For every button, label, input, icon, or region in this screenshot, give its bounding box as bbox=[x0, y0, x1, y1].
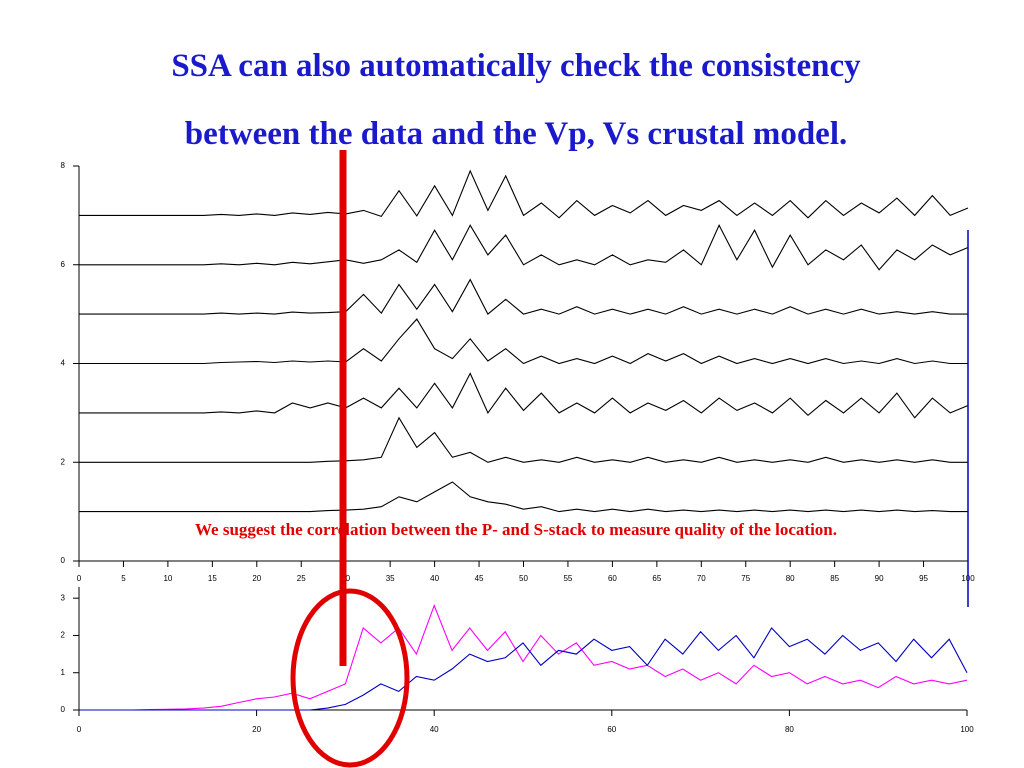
x-tick-label: 85 bbox=[830, 574, 839, 583]
y-tick-label: 0 bbox=[61, 556, 66, 565]
x-tick-label: 95 bbox=[919, 574, 928, 583]
annotation: We suggest the correlation between the P… bbox=[195, 520, 837, 539]
x-tick-label: 20 bbox=[252, 574, 261, 583]
y-tick-label: 0 bbox=[61, 705, 66, 714]
x-tick-label: 70 bbox=[697, 574, 706, 583]
x-tick-label: 80 bbox=[786, 574, 795, 583]
x-tick-label: 65 bbox=[652, 574, 661, 583]
x-tick-label: 0 bbox=[77, 574, 82, 583]
data-line bbox=[79, 416, 968, 463]
y-tick-label: 2 bbox=[61, 631, 66, 640]
x-tick-label: 20 bbox=[252, 725, 261, 734]
x-tick-label: 50 bbox=[519, 574, 528, 583]
y-tick-label: 6 bbox=[61, 260, 66, 269]
x-tick-label: 60 bbox=[608, 574, 617, 583]
x-tick-label: 10 bbox=[163, 574, 172, 583]
x-tick-label: 90 bbox=[875, 574, 884, 583]
x-tick-label: 75 bbox=[741, 574, 750, 583]
data-line bbox=[79, 278, 968, 315]
y-tick-label: 4 bbox=[61, 359, 66, 368]
x-tick-label: 55 bbox=[563, 574, 572, 583]
x-tick-label: 0 bbox=[77, 725, 82, 734]
x-tick-label: 80 bbox=[785, 725, 794, 734]
seismogram-chart: 0246805101520253035404550556065707580859… bbox=[61, 161, 976, 583]
data-line bbox=[79, 224, 969, 271]
data-line bbox=[79, 372, 969, 419]
x-tick-label: 100 bbox=[960, 725, 974, 734]
data-line bbox=[79, 318, 968, 365]
y-tick-label: 3 bbox=[61, 593, 66, 602]
data-line bbox=[79, 604, 968, 711]
x-tick-label: 35 bbox=[386, 574, 395, 583]
slide-title: SSA can also automatically check the con… bbox=[171, 48, 861, 84]
x-tick-label: 45 bbox=[475, 574, 484, 583]
y-tick-label: 8 bbox=[61, 161, 66, 170]
slide-title: between the data and the Vp, Vs crustal … bbox=[185, 116, 847, 152]
data-line bbox=[79, 169, 969, 219]
y-tick-label: 1 bbox=[61, 668, 66, 677]
x-tick-label: 25 bbox=[297, 574, 306, 583]
x-tick-label: 40 bbox=[430, 725, 439, 734]
data-line bbox=[79, 627, 968, 711]
data-line bbox=[79, 481, 968, 513]
y-tick-label: 2 bbox=[61, 457, 66, 466]
x-tick-label: 15 bbox=[208, 574, 217, 583]
stack-chart: 0 1 2 3 0 20 40 60 80 100 bbox=[61, 587, 974, 734]
x-tick-label: 60 bbox=[607, 725, 616, 734]
x-tick-label: 5 bbox=[121, 574, 126, 583]
x-tick-label: 40 bbox=[430, 574, 439, 583]
highlight-circle bbox=[290, 588, 410, 768]
note-background bbox=[82, 516, 952, 542]
